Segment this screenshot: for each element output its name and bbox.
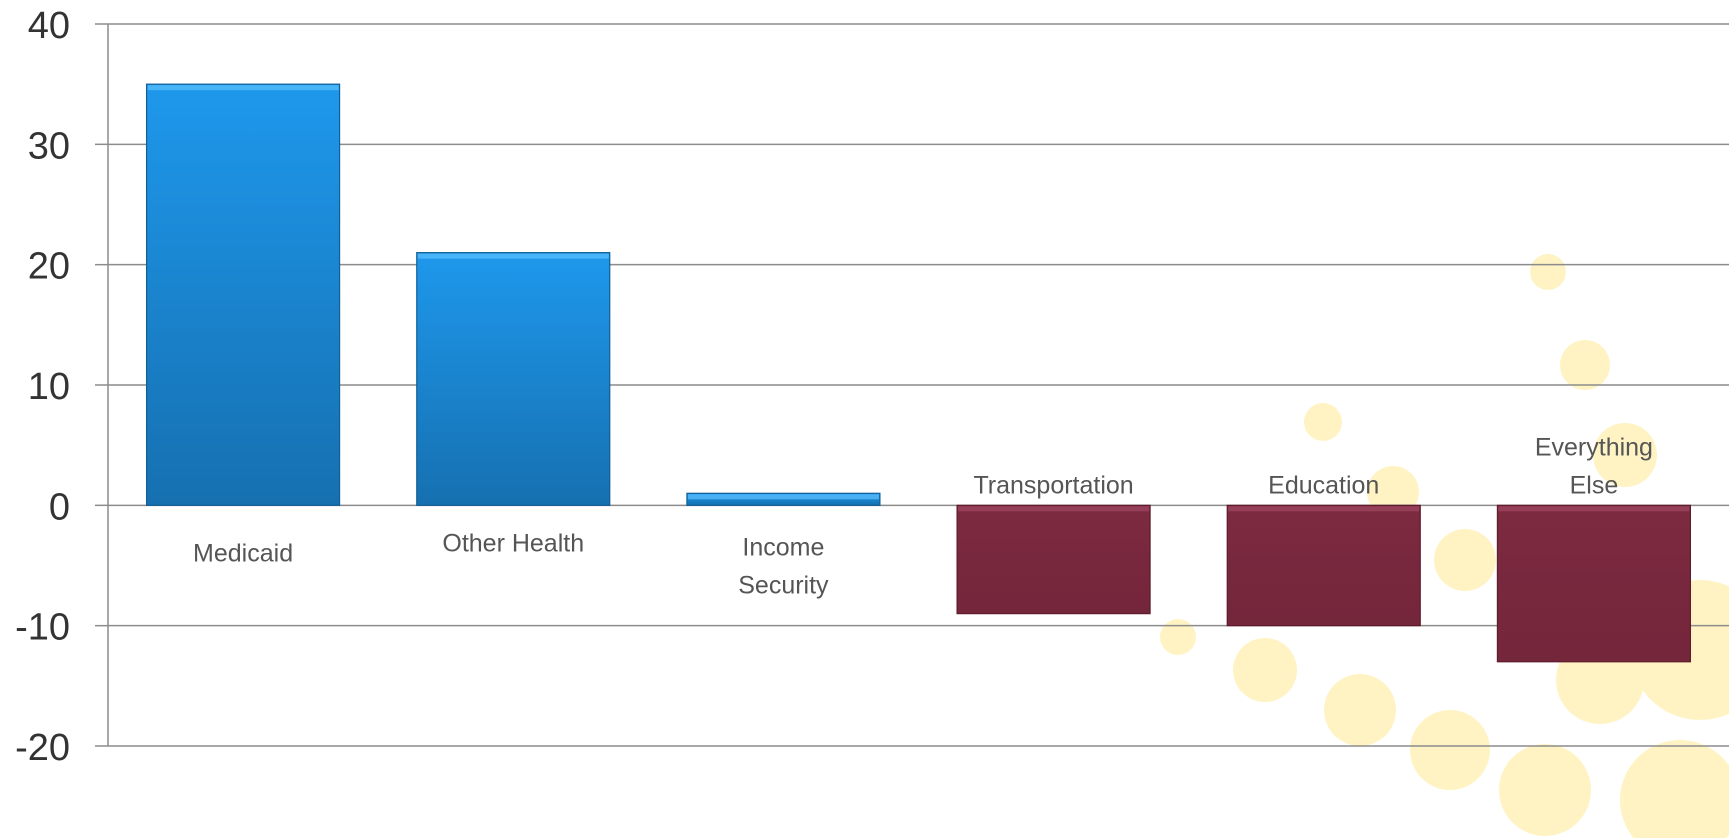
x-category-label: Education <box>1268 471 1379 499</box>
category-labels: Medicaid Other Health Income Security Transp… <box>193 433 1653 599</box>
bar-highlight <box>1498 506 1690 512</box>
decor-circle <box>1593 423 1657 487</box>
decor-circle <box>1233 638 1297 702</box>
y-tick-label: -10 <box>15 607 70 649</box>
decor-circle <box>1410 710 1490 790</box>
bar-medicaid <box>145 83 341 506</box>
x-category-label: Medicaid <box>193 539 293 567</box>
decor-circle <box>1304 403 1342 441</box>
bar-education <box>1226 504 1421 627</box>
bar-highlight <box>958 506 1150 512</box>
bar-everything-else <box>1496 504 1692 663</box>
decor-circle <box>1324 674 1396 746</box>
x-category-label: Income Security <box>738 533 829 599</box>
bar-other-health <box>416 252 611 506</box>
y-tick-label: 40 <box>28 5 70 47</box>
x-category-label: Everything Else <box>1535 433 1653 499</box>
bar-highlight <box>1228 506 1420 512</box>
y-axis: 40 30 20 10 0 -10 -20 <box>15 5 109 769</box>
decor-circle <box>1499 744 1591 836</box>
y-tick-label: 30 <box>28 125 70 167</box>
x-category-label: Transportation <box>973 471 1133 499</box>
bar-transportation <box>956 504 1151 615</box>
y-tick-label: 10 <box>28 366 70 408</box>
y-tick-label: 0 <box>49 486 70 528</box>
decor-circle <box>1620 740 1729 838</box>
decor-circle <box>1434 529 1496 591</box>
bar-highlight <box>147 85 339 91</box>
bar-highlight <box>687 494 879 500</box>
gridlines <box>108 23 1729 747</box>
bars <box>145 83 1692 663</box>
decor-circle <box>1560 340 1610 390</box>
x-category-label: Other Health <box>442 529 584 557</box>
y-tick-label: -20 <box>15 727 70 769</box>
decor-circle <box>1530 254 1566 290</box>
bar-highlight <box>417 253 609 259</box>
y-tick-label: 20 <box>28 246 70 288</box>
decor-circle <box>1160 619 1196 655</box>
